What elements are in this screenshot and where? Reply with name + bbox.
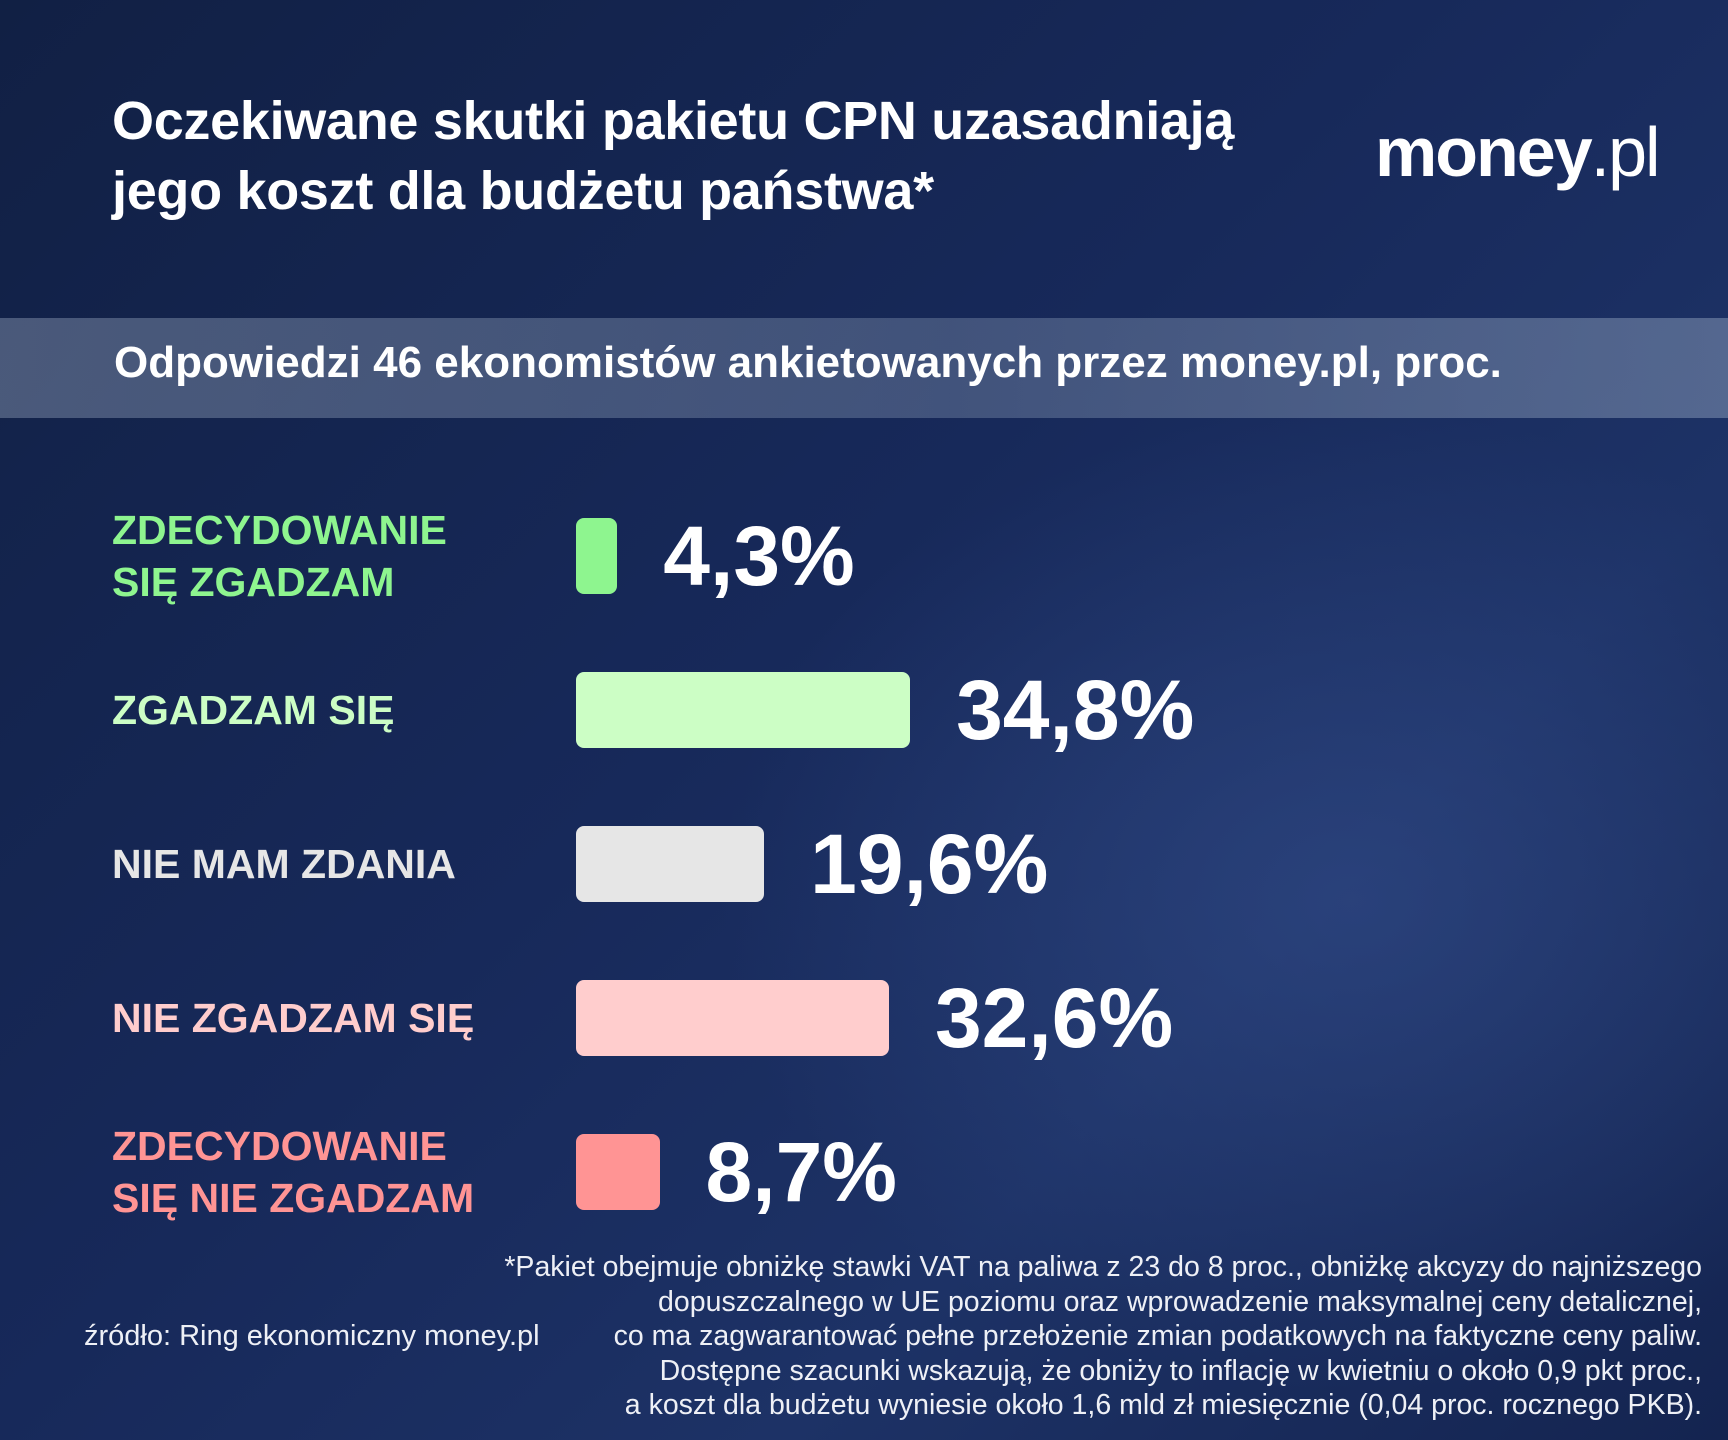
category-label: ZDECYDOWANIE SIĘ ZGADZAM bbox=[112, 507, 447, 605]
value-label: 34,8% bbox=[956, 663, 1195, 757]
footnote-line: *Pakiet obejmuje obniżkę stawki VAT na p… bbox=[504, 1251, 1702, 1283]
bar bbox=[576, 980, 889, 1056]
footnote: *Pakiet obejmuje obniżkę stawki VAT na p… bbox=[502, 1250, 1702, 1423]
bar bbox=[576, 672, 911, 748]
value-label: 8,7% bbox=[705, 1125, 897, 1219]
chart-title: Oczekiwane skutki pakietu CPN uzasadniaj… bbox=[112, 91, 1235, 221]
subtitle-band bbox=[0, 318, 1728, 418]
category-label: NIE MAM ZDANIA bbox=[112, 841, 456, 887]
bar bbox=[576, 826, 765, 902]
category-label: ZGADZAM SIĘ bbox=[112, 687, 395, 733]
footnote-line: co ma zagwarantować pełne przełożenie zm… bbox=[613, 1320, 1702, 1352]
footnote-line: a koszt dla budżetu wyniesie około 1,6 m… bbox=[624, 1389, 1702, 1421]
value-label: 32,6% bbox=[934, 971, 1174, 1065]
logo-text-money: money bbox=[1375, 113, 1593, 191]
bar bbox=[576, 1134, 660, 1210]
value-label: 19,6% bbox=[810, 817, 1049, 911]
chart-subtitle: Odpowiedzi 46 ekonomistów ankietowanych … bbox=[114, 338, 1502, 387]
footnote-line: Dostępne szacunki wskazują, że obniży to… bbox=[659, 1354, 1702, 1387]
value-label: 4,3% bbox=[663, 509, 855, 603]
category-label: ZDECYDOWANIE SIĘ NIE ZGADZAM bbox=[112, 1123, 475, 1221]
money-pl-logo: money.pl bbox=[1375, 112, 1661, 192]
category-label: NIE ZGADZAM SIĘ bbox=[112, 995, 475, 1041]
source-note: źródło: Ring ekonomiczny money.pl bbox=[84, 1320, 540, 1352]
bar bbox=[576, 518, 618, 594]
footnote-line: dopuszczalnego w UE poziomu oraz wprowad… bbox=[658, 1285, 1702, 1318]
logo-text-pl: .pl bbox=[1590, 113, 1661, 191]
